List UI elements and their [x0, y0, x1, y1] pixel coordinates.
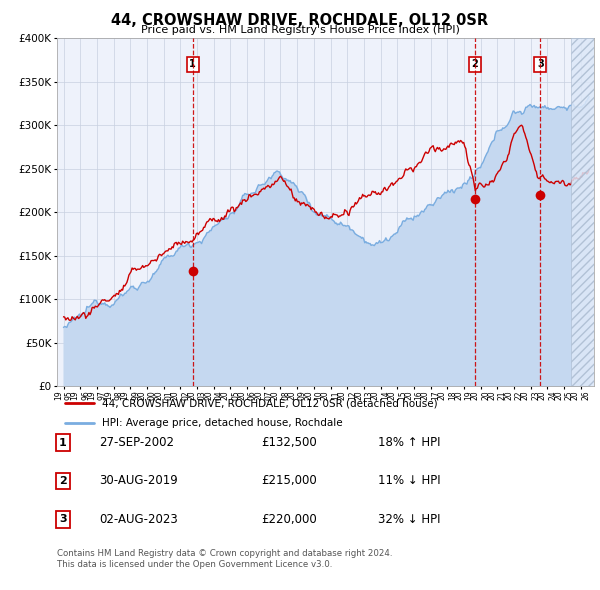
Text: 3: 3	[59, 514, 67, 524]
Text: 44, CROWSHAW DRIVE, ROCHDALE, OL12 0SR (detached house): 44, CROWSHAW DRIVE, ROCHDALE, OL12 0SR (…	[102, 398, 437, 408]
Text: HPI: Average price, detached house, Rochdale: HPI: Average price, detached house, Roch…	[102, 418, 343, 428]
Text: Contains HM Land Registry data © Crown copyright and database right 2024.: Contains HM Land Registry data © Crown c…	[57, 549, 392, 558]
Text: 3: 3	[537, 60, 544, 70]
Text: 32% ↓ HPI: 32% ↓ HPI	[378, 513, 440, 526]
Text: 18% ↑ HPI: 18% ↑ HPI	[378, 436, 440, 449]
Text: 11% ↓ HPI: 11% ↓ HPI	[378, 474, 440, 487]
Text: 30-AUG-2019: 30-AUG-2019	[99, 474, 178, 487]
Text: 27-SEP-2002: 27-SEP-2002	[99, 436, 174, 449]
Text: 2: 2	[472, 60, 478, 70]
Text: £132,500: £132,500	[261, 436, 317, 449]
Text: This data is licensed under the Open Government Licence v3.0.: This data is licensed under the Open Gov…	[57, 560, 332, 569]
Text: 1: 1	[59, 438, 67, 447]
Text: 02-AUG-2023: 02-AUG-2023	[99, 513, 178, 526]
Text: 2: 2	[59, 476, 67, 486]
Bar	[571, 38, 596, 386]
Text: £220,000: £220,000	[261, 513, 317, 526]
Text: £215,000: £215,000	[261, 474, 317, 487]
Text: 44, CROWSHAW DRIVE, ROCHDALE, OL12 0SR: 44, CROWSHAW DRIVE, ROCHDALE, OL12 0SR	[112, 13, 488, 28]
Text: 1: 1	[190, 60, 196, 70]
Text: Price paid vs. HM Land Registry's House Price Index (HPI): Price paid vs. HM Land Registry's House …	[140, 25, 460, 35]
